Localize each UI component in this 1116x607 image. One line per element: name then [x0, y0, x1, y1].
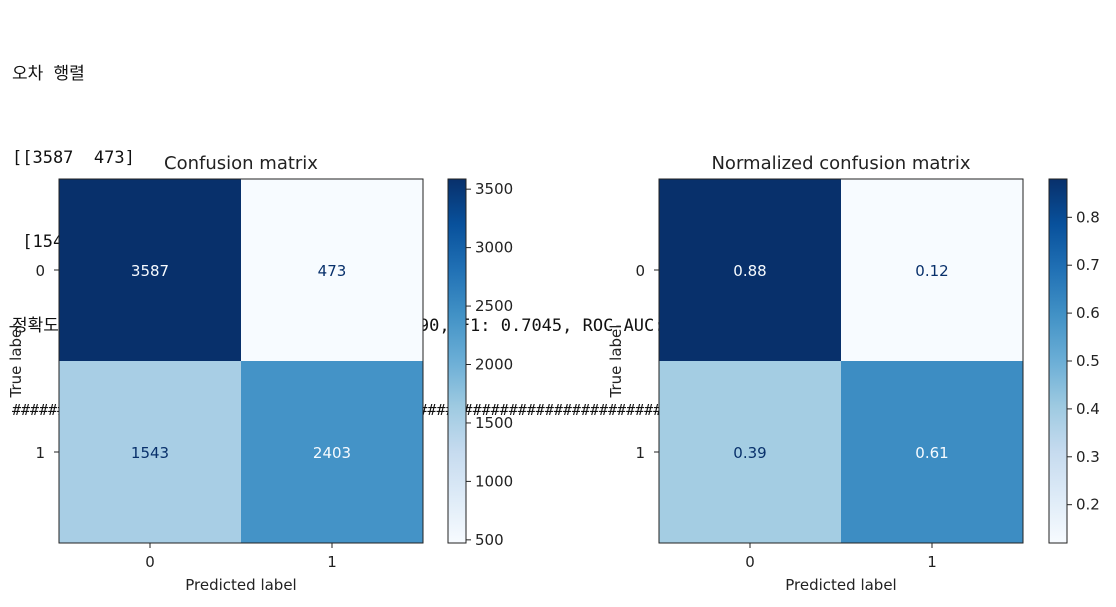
chart1-title: Confusion matrix [164, 153, 318, 174]
chart2-colorbar-tick-label-6: 0.8 [1076, 208, 1100, 226]
chart1-y-tick-label-1: 1 [35, 444, 45, 462]
chart1-cell-0-0 [59, 179, 241, 361]
chart2-cell-label-1-1: 0.61 [915, 444, 948, 462]
chart1-colorbar-tick-label-1: 1000 [475, 472, 513, 490]
chart1-colorbar [447, 178, 467, 544]
chart1-y-axis-label: True label [7, 325, 25, 399]
chart1-colorbar-tick-label-2: 1500 [475, 414, 513, 432]
chart2-plot-frame [658, 178, 1024, 544]
chart1-colorbar-tick-label-0: 500 [475, 531, 504, 549]
chart1-colorbar-tick-label-4: 2500 [475, 297, 513, 315]
chart2-colorbar-tick-label-5: 0.7 [1076, 256, 1100, 274]
chart1-cell-label-0-1: 473 [318, 262, 347, 280]
chart2-y-tick-label-0: 0 [635, 262, 645, 280]
chart1-cell-1-1 [241, 361, 423, 543]
chart2-title: Normalized confusion matrix [711, 153, 970, 174]
chart1-cell-label-1-1: 2403 [313, 444, 351, 462]
chart2-x-tick-label-1: 1 [927, 553, 937, 571]
chart1-x-tick-label-1: 1 [327, 553, 337, 571]
chart1-colorbar-tick-label-5: 3000 [475, 239, 513, 257]
chart1-cell-1-0 [59, 361, 241, 543]
chart2-x-axis-label: Predicted label [785, 576, 896, 594]
chart2-colorbar-tick-label-3: 0.5 [1076, 352, 1100, 370]
chart2-cell-label-1-0: 0.39 [733, 444, 766, 462]
chart2-x-tick-label-0: 0 [745, 553, 755, 571]
chart2-y-axis-label: True label [607, 325, 625, 399]
chart1-colorbar-tick-label-3: 2000 [475, 356, 513, 374]
chart1-y-tick-label-0: 0 [35, 262, 45, 280]
chart2-colorbar-tick-label-2: 0.4 [1076, 400, 1100, 418]
chart2-colorbar-tick-label-1: 0.3 [1076, 448, 1100, 466]
chart1-cell-label-0-0: 3587 [131, 262, 169, 280]
chart2-cell-1-0 [659, 361, 841, 543]
chart1-cell-label-1-0: 1543 [131, 444, 169, 462]
chart2-colorbar-tick-label-4: 0.6 [1076, 304, 1100, 322]
chart1-plot-frame [58, 178, 424, 544]
chart2-cell-label-0-1: 0.12 [915, 262, 948, 280]
chart2-y-tick-label-1: 1 [635, 444, 645, 462]
chart2-cell-0-1 [841, 179, 1023, 361]
chart1-colorbar-tick-label-6: 3500 [475, 180, 513, 198]
chart2-cell-0-0 [659, 179, 841, 361]
chart1-x-tick-label-0: 0 [145, 553, 155, 571]
console-line-title: 오차 행렬 [12, 64, 85, 84]
chart1-cell-0-1 [241, 179, 423, 361]
chart2-colorbar [1048, 178, 1068, 544]
chart2-colorbar-tick-label-0: 0.2 [1076, 496, 1100, 514]
chart1-x-axis-label: Predicted label [185, 576, 296, 594]
chart2-cell-label-0-0: 0.88 [733, 262, 766, 280]
chart2-cell-1-1 [841, 361, 1023, 543]
console-line-matrix-row0: [[3587 473] [12, 148, 135, 168]
